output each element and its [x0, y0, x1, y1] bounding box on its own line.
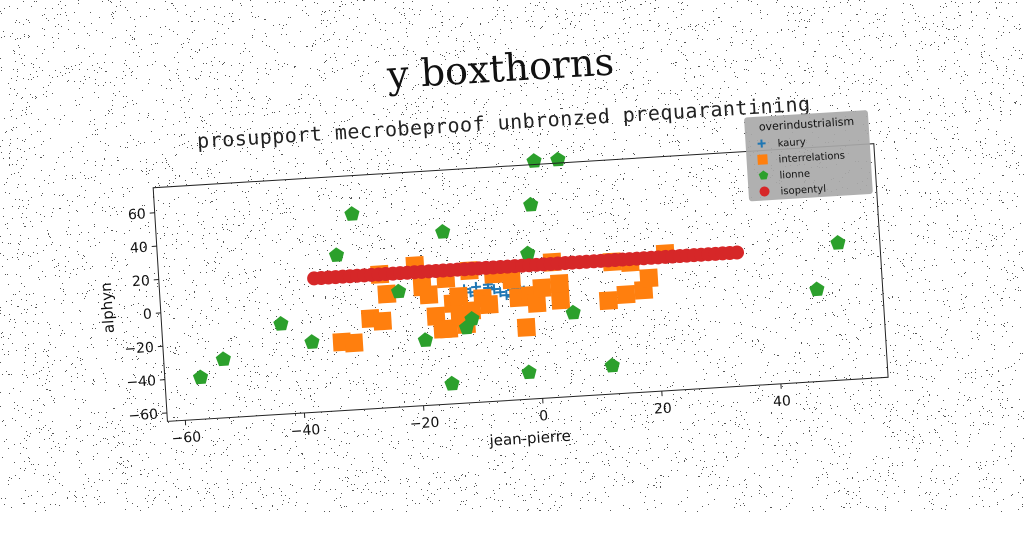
lionne-point [273, 315, 289, 330]
lionne-point [444, 375, 460, 390]
lionne-point [417, 332, 433, 347]
interrelations-point [517, 318, 536, 337]
y-tick-label: −40 [126, 373, 156, 391]
y-tick-label: 60 [127, 206, 146, 223]
interrelations-point [599, 291, 618, 310]
lionne-point [304, 334, 320, 349]
interrelations-point [551, 291, 570, 310]
interrelations-point [639, 268, 658, 287]
y-tick-label: 40 [130, 240, 149, 257]
interrelations-point [550, 274, 569, 293]
interrelations-point [616, 285, 635, 304]
x-tick-label: 20 [653, 401, 672, 418]
interrelations-point [419, 285, 438, 304]
legend: overindustrialism kauryinterrelationslio… [744, 110, 873, 201]
y-tick-label: −20 [124, 340, 154, 358]
lionne-point [193, 369, 209, 384]
lionne-point [830, 235, 846, 250]
interrelations-point [344, 333, 363, 352]
lionne-point [809, 281, 825, 296]
x-tick-label: −40 [290, 422, 320, 440]
y-tick-label: 20 [132, 273, 151, 290]
interrelations-point [373, 312, 392, 331]
lionne-point [215, 351, 231, 366]
x-tick-label: 40 [773, 393, 792, 410]
interrelations-point [532, 278, 551, 297]
x-axis-label: jean-pierre [488, 427, 571, 450]
x-tick-label: 0 [539, 408, 549, 425]
y-tick-label: 0 [143, 306, 153, 323]
lionne-point [526, 153, 542, 168]
lionne-point [604, 357, 620, 372]
lionne-point [329, 247, 345, 262]
x-tick-label: −20 [409, 415, 439, 433]
lionne-point [521, 364, 537, 379]
lionne-point [523, 196, 539, 211]
lionne-point [435, 224, 451, 239]
lionne-point [520, 245, 536, 260]
legend-label-lionne: lionne [779, 169, 810, 182]
lionne-point [344, 206, 360, 221]
legend-label-kaury: kaury [777, 137, 806, 150]
y-axis-label: alphyn [97, 282, 118, 334]
y-tick-label: −60 [128, 407, 158, 425]
interrelations-point [502, 270, 521, 289]
x-tick-label: −60 [171, 429, 201, 447]
interrelations-point [480, 295, 499, 314]
lionne-point [550, 151, 566, 166]
legend-marker-interrelations [757, 154, 768, 165]
